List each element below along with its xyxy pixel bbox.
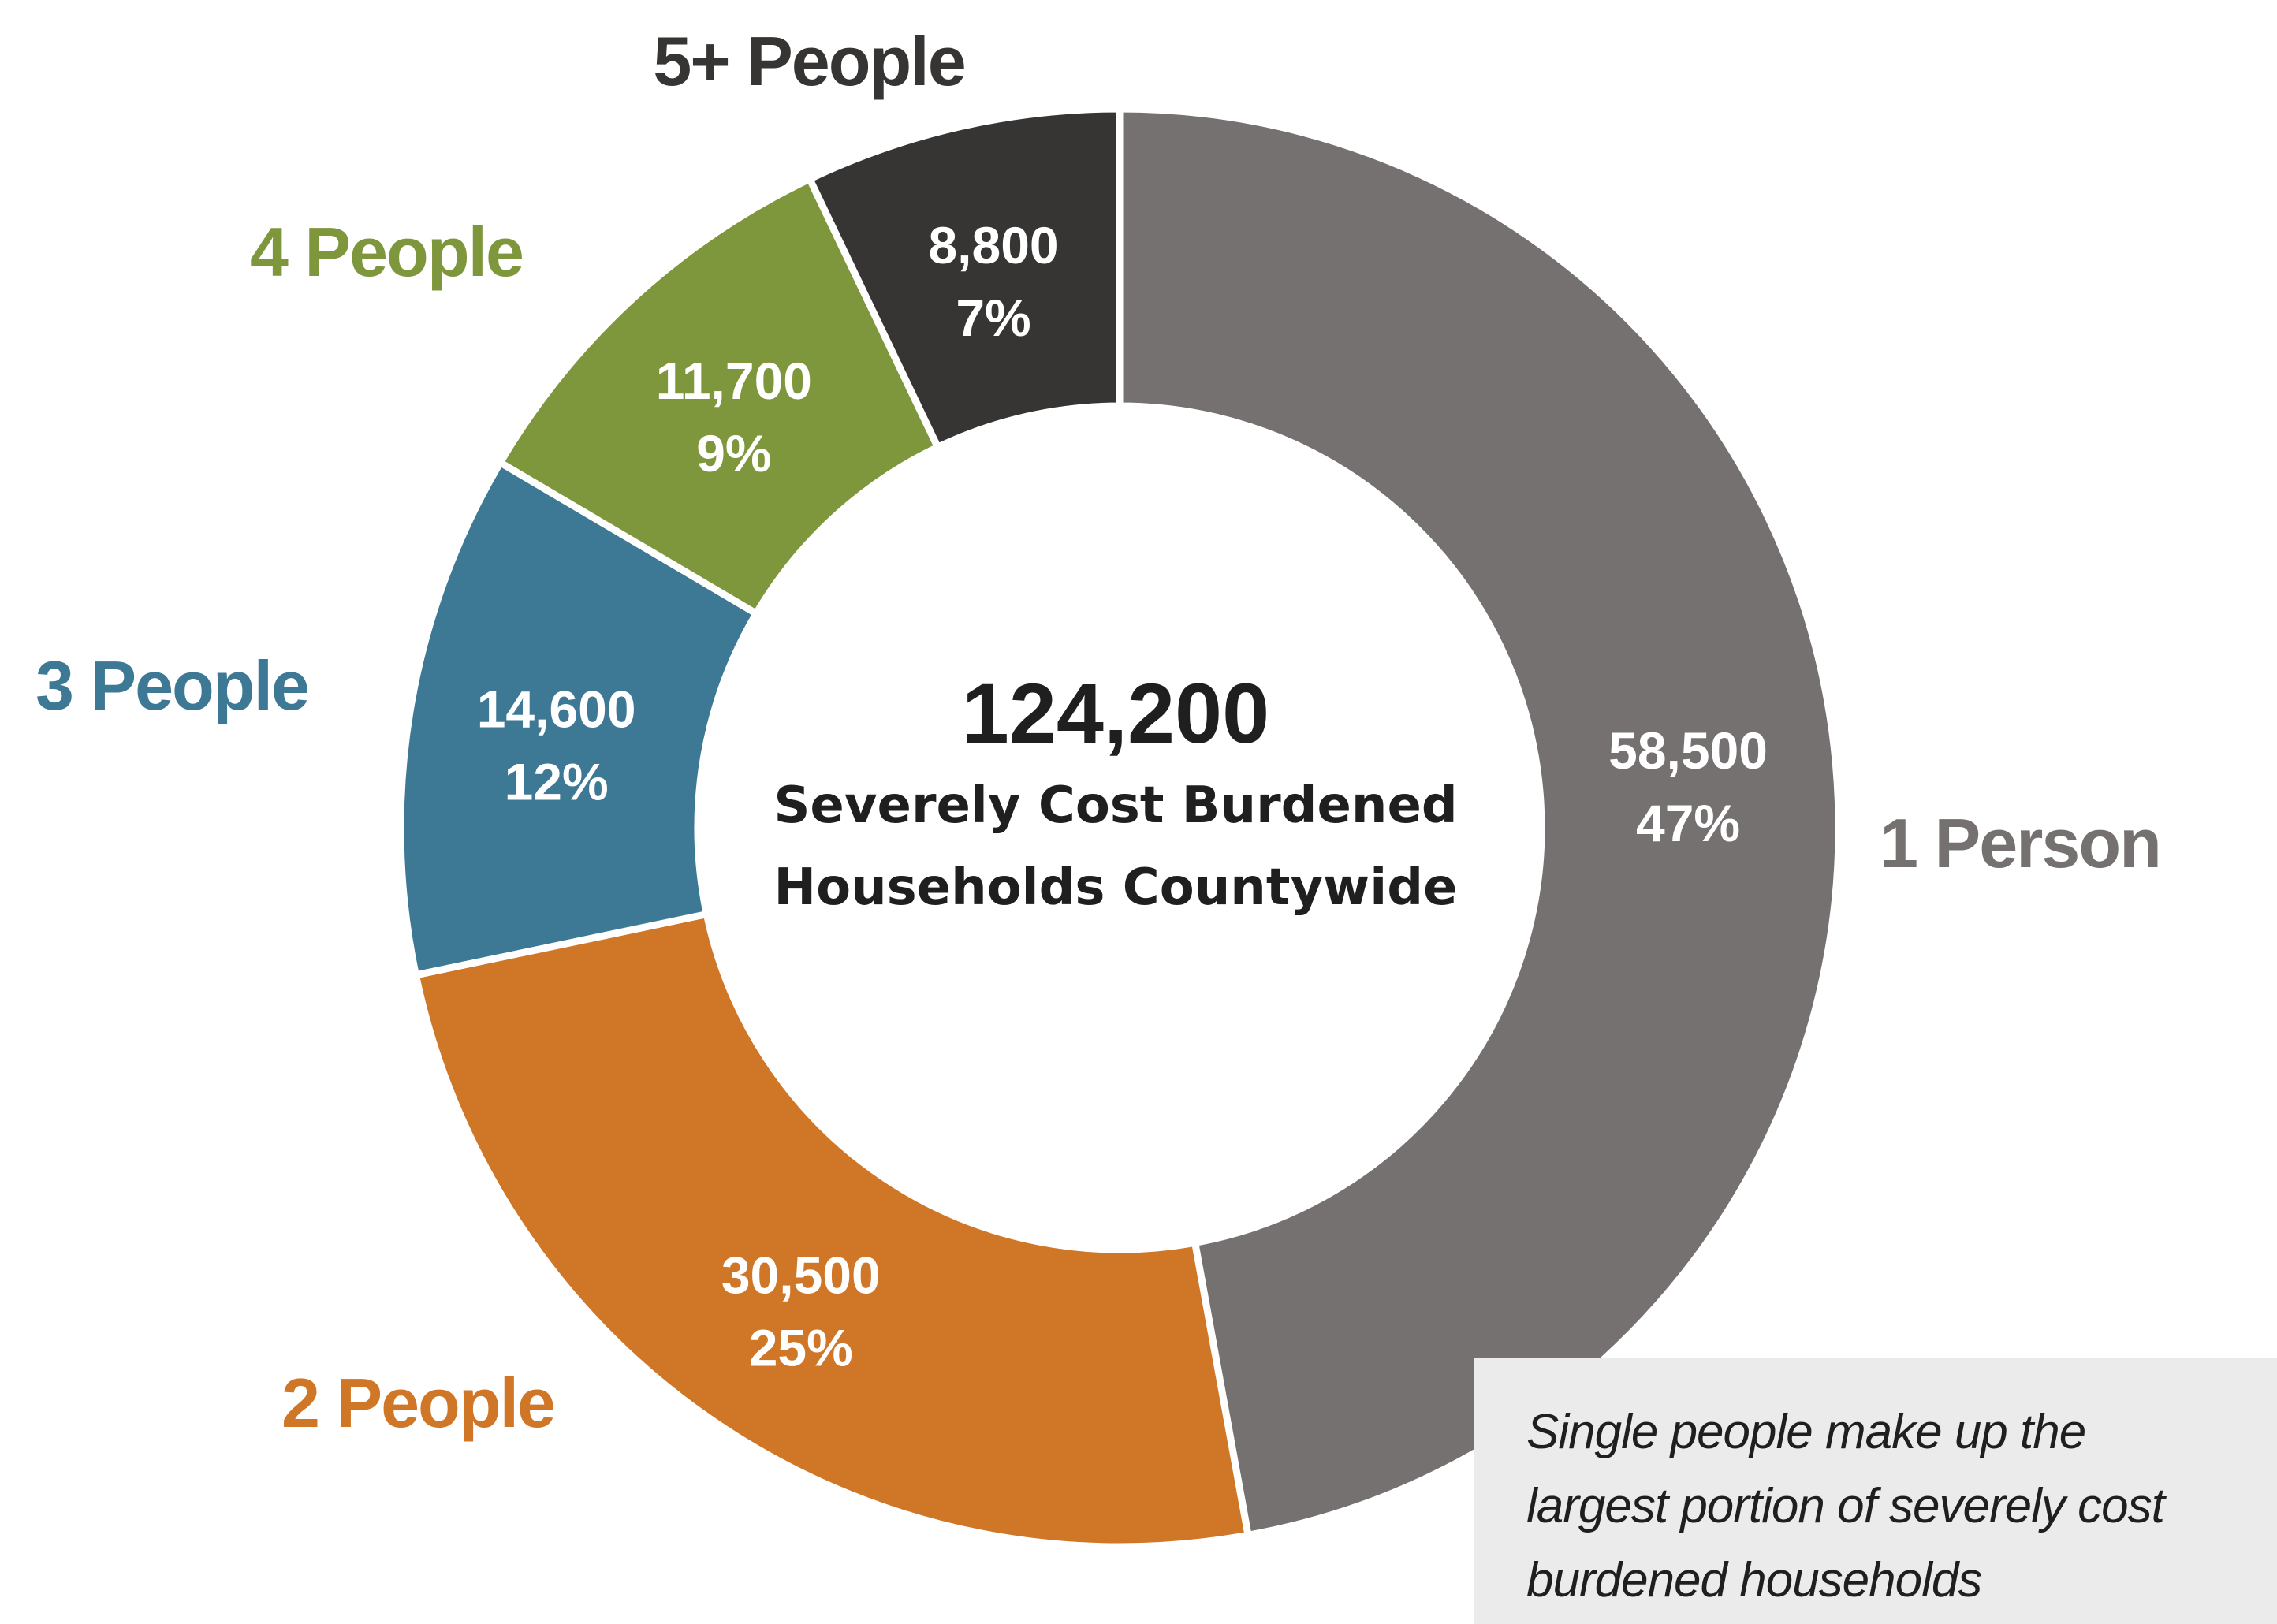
value-label-4-people: 11,700 bbox=[656, 352, 812, 410]
value-label-2-people: 30,500 bbox=[721, 1246, 881, 1305]
value-label-5-plus-people: 8,800 bbox=[928, 216, 1058, 274]
slice-3-people bbox=[397, 457, 762, 980]
slice-2-people bbox=[412, 910, 1253, 1551]
percent-label-3-people: 12% bbox=[505, 752, 609, 810]
callout-note-text: Single people make up the largest portio… bbox=[1526, 1395, 2245, 1618]
category-label-3-people: 3 People bbox=[35, 646, 308, 724]
percent-label-4-people: 9% bbox=[696, 424, 771, 482]
callout-note-box: Single people make up the largest portio… bbox=[1474, 1358, 2277, 1624]
note-line-3: burdened households bbox=[1526, 1553, 1982, 1607]
percent-label-1-person: 47% bbox=[1636, 794, 1740, 852]
total-households-value: 124,200 bbox=[961, 665, 1270, 761]
category-labels: 1 Person 2 People 3 People 4 People 5+ Peopl… bbox=[35, 22, 2162, 1442]
category-label-1-person: 1 Person bbox=[1880, 804, 2160, 882]
percent-label-2-people: 25% bbox=[749, 1319, 853, 1377]
value-label-3-people: 14,600 bbox=[477, 680, 636, 738]
note-line-2: largest portion of severely cost bbox=[1526, 1479, 2165, 1533]
slice-5-plus-people bbox=[804, 105, 1124, 453]
donut-slices bbox=[397, 105, 1843, 1551]
note-line-1: Single people make up the bbox=[1526, 1405, 2086, 1459]
slice-1-person bbox=[1116, 105, 1843, 1540]
donut-center-text: 124,200 Severely Cost Burdened Household… bbox=[694, 662, 1537, 929]
category-label-5-plus-people: 5+ People bbox=[653, 22, 964, 100]
value-label-1-person: 58,500 bbox=[1608, 721, 1768, 780]
center-caption-line-1: Severely Cost Burdened bbox=[773, 777, 1458, 835]
slice-4-people bbox=[495, 174, 943, 619]
category-label-2-people: 2 People bbox=[281, 1364, 554, 1442]
category-label-4-people: 4 People bbox=[250, 213, 523, 291]
center-caption-line-2: Households Countywide bbox=[773, 859, 1458, 917]
percent-label-5-plus-people: 7% bbox=[956, 289, 1030, 347]
slice-value-labels: 58,500 47% 30,500 25% 14,600 12% 11,700 9% 8,800… bbox=[477, 216, 1768, 1377]
